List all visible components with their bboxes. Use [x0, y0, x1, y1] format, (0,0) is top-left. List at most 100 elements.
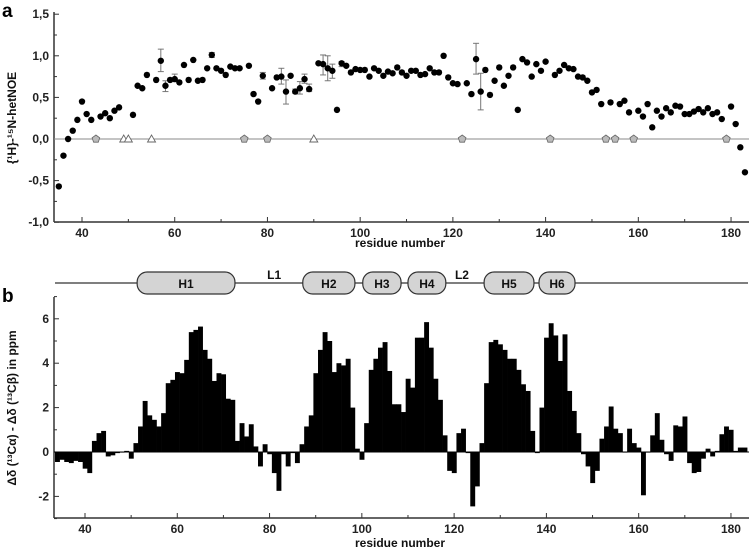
data-point [718, 115, 725, 123]
data-point [343, 62, 350, 69]
data-point [278, 73, 285, 80]
bar [124, 450, 130, 452]
bar [604, 426, 609, 452]
helix-label: H1 [178, 277, 194, 291]
bar [239, 423, 245, 452]
bar [691, 452, 697, 474]
triangle-marker [146, 134, 157, 143]
bar [488, 342, 494, 452]
bar [424, 322, 430, 452]
bar [68, 452, 74, 464]
x-tick-label: 180 [721, 226, 741, 240]
bar [248, 424, 254, 452]
data-point [528, 73, 535, 80]
bar [147, 415, 153, 452]
helix-label: H3 [374, 277, 390, 291]
data-point [500, 82, 508, 89]
data-point [639, 113, 647, 120]
bar [696, 452, 702, 472]
data-point [704, 105, 712, 112]
data-point [157, 57, 165, 64]
bar [161, 413, 167, 452]
bar [608, 406, 614, 452]
data-point [254, 98, 262, 105]
data-point [185, 76, 192, 84]
data-point [356, 66, 364, 74]
data-point [389, 70, 396, 77]
data-point [737, 144, 744, 151]
data-point [607, 99, 614, 106]
y-tick-label: 0,5 [32, 90, 49, 104]
data-point [190, 56, 197, 64]
helix-label: H4 [419, 277, 435, 291]
bar [96, 433, 102, 452]
bar [613, 428, 619, 452]
bar [64, 452, 70, 462]
y-tick-label: -2 [38, 489, 49, 503]
bar [165, 383, 171, 452]
data-point [658, 113, 665, 120]
bar [364, 423, 370, 452]
data-point [468, 90, 475, 98]
bar [230, 399, 236, 452]
bar [327, 341, 333, 452]
y-axis-label-b: Δδ (¹³Cα) - Δδ (¹³Cβ) in ppm [5, 330, 19, 485]
x-tick-label: 120 [444, 522, 464, 536]
helix-box [483, 271, 535, 295]
bar [225, 398, 231, 452]
bar [262, 444, 268, 452]
bar [377, 347, 383, 452]
x-tick-label: 80 [263, 522, 277, 536]
data-point [236, 65, 243, 72]
bar [207, 358, 213, 452]
data-point [732, 120, 739, 128]
data-point [74, 116, 81, 124]
bar [59, 452, 65, 460]
bar [534, 452, 540, 454]
data-point [519, 55, 526, 63]
bar [521, 384, 526, 452]
bar [308, 415, 314, 452]
y-tick-label: 1,5 [32, 7, 49, 21]
bar [654, 413, 660, 452]
helix-box [407, 271, 447, 295]
bar [668, 452, 674, 461]
data-point [556, 67, 563, 74]
bar [142, 400, 148, 452]
bar [341, 365, 346, 452]
helix-box [136, 271, 236, 295]
data-point [635, 107, 642, 114]
data-point [407, 67, 415, 74]
bar [188, 332, 194, 452]
data-point [662, 105, 670, 112]
bar [414, 337, 420, 452]
bar [567, 390, 573, 452]
bar [211, 380, 217, 452]
bar [387, 370, 393, 452]
data-point [231, 65, 239, 72]
data-point [431, 69, 438, 76]
data-point [741, 169, 749, 176]
bar [673, 425, 679, 452]
bar [170, 379, 176, 452]
panel-b-chemical-shift-plot: 40 60 80 100 120 140 160 180 -2 0 2 4 6 [38, 296, 749, 536]
bar [447, 452, 453, 471]
bar [78, 452, 83, 462]
data-point [496, 64, 503, 71]
data-point [380, 72, 387, 79]
bar [322, 332, 328, 452]
bar [474, 452, 480, 487]
bar [133, 443, 139, 452]
bar [590, 452, 596, 484]
bar [682, 416, 688, 452]
data-point [463, 80, 470, 87]
data-point [584, 77, 591, 84]
y-tick-label: 6 [42, 312, 49, 326]
bar [193, 329, 199, 452]
x-tick-label: 60 [171, 522, 185, 536]
data-point [533, 60, 540, 68]
bar [373, 358, 379, 452]
bar [354, 448, 360, 452]
bar [664, 452, 669, 455]
